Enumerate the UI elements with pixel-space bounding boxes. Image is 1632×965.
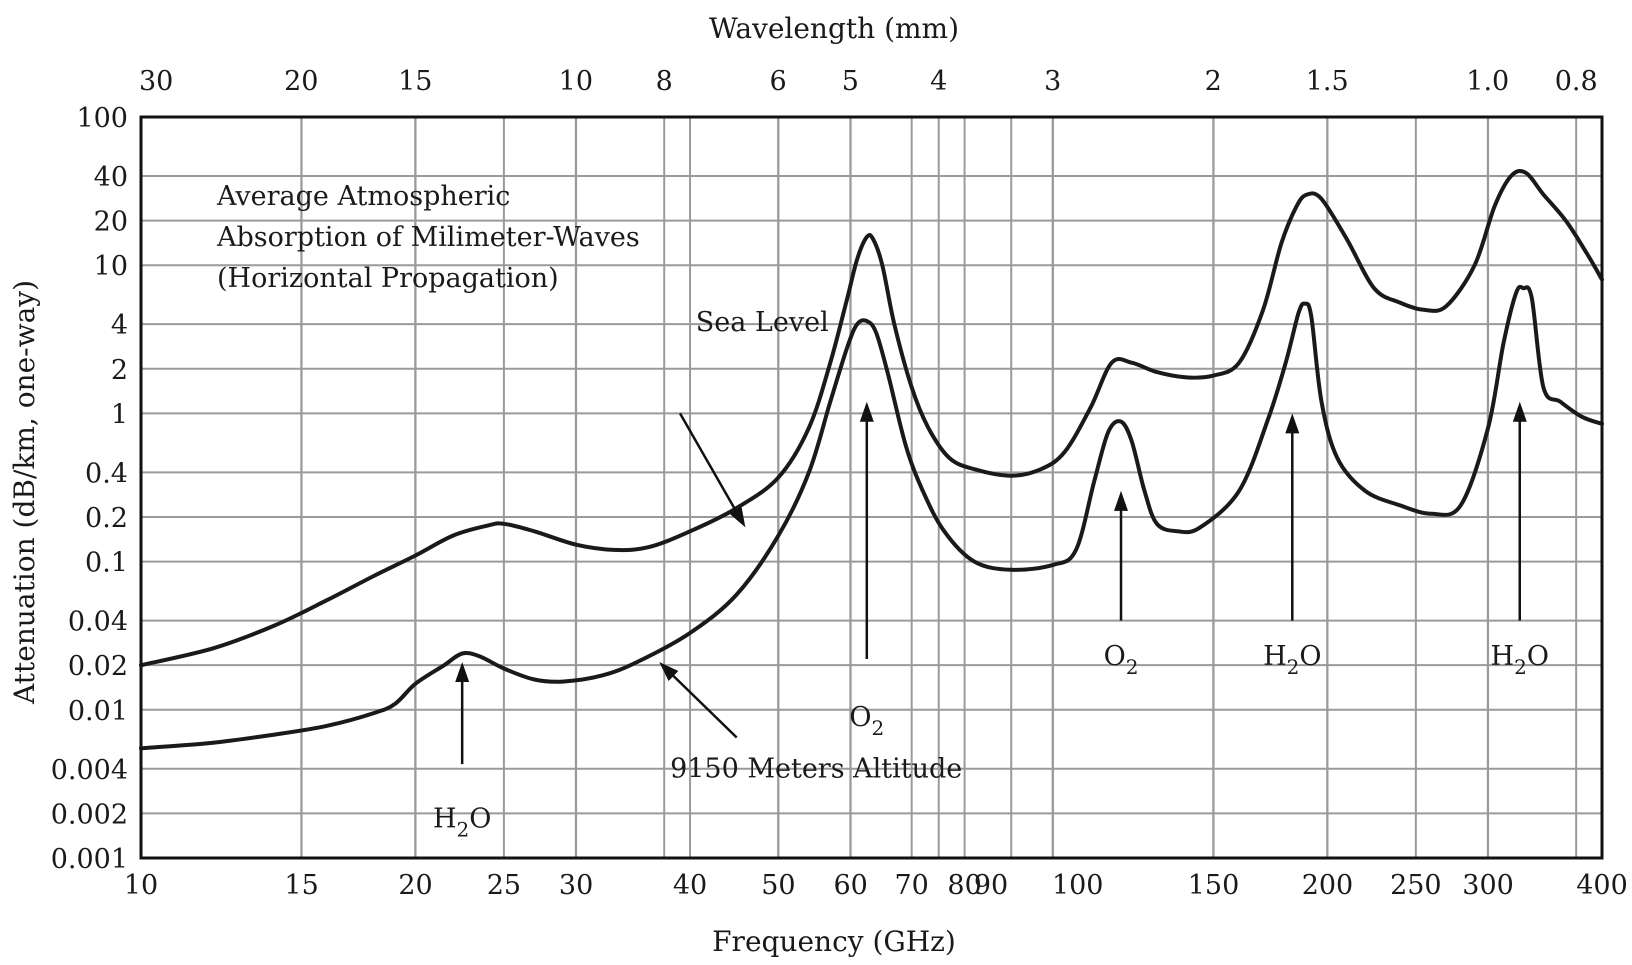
top-tick-label: 5: [842, 66, 859, 97]
y-tick-label: 0.001: [51, 844, 128, 875]
annotation-5-arrow-head: [1285, 413, 1300, 434]
y-tick-label: 0.004: [51, 755, 128, 786]
gas-symbol: H: [1491, 641, 1515, 672]
gas-subscript: 2: [872, 716, 885, 740]
annotation-3-arrow-head: [859, 401, 874, 422]
x-tick-label: 25: [487, 870, 521, 901]
x-tick-label: 150: [1188, 870, 1240, 901]
gas-symbol: H: [1263, 641, 1287, 672]
gas-symbol: H: [433, 804, 457, 835]
chart-title-line-1: Average Atmospheric: [216, 181, 510, 212]
gas-symbol-rest: O: [1527, 641, 1549, 672]
y-tick-label: 40: [94, 162, 128, 193]
y-tick-label: 2: [111, 355, 128, 386]
series-line-sea-level: [139, 168, 1604, 668]
annotation-5-gas-label: H2O: [1263, 641, 1321, 679]
annotation-4-arrow-head: [1114, 490, 1128, 511]
top-tick-label: 3: [1044, 66, 1061, 97]
top-tick-label: 4: [930, 66, 947, 97]
top-tick-label: 10: [559, 66, 593, 97]
y-tick-label: 0.002: [51, 799, 128, 830]
gas-subscript: 2: [1287, 655, 1300, 679]
top-tick-label: 8: [656, 66, 673, 97]
x-tick-label: 40: [673, 870, 707, 901]
top-tick-label: 1.5: [1306, 66, 1349, 97]
plot-frame: [139, 115, 1604, 860]
gas-symbol: O: [849, 702, 871, 733]
annotation-1-label: 9150 Meters Altitude: [670, 753, 962, 784]
y-tick-label: 20: [94, 207, 128, 238]
y-tick-label: 0.04: [68, 607, 128, 638]
gas-subscript: 2: [1514, 655, 1527, 679]
x-tick-label: 10: [124, 870, 158, 901]
chart-title: Average Atmospheric Absorption of Milime…: [216, 181, 640, 294]
top-tick-label: 1.0: [1466, 66, 1509, 97]
x-tick-label: 250: [1390, 870, 1442, 901]
x-tick-label: 90: [974, 870, 1008, 901]
x-tick-label: 15: [284, 870, 318, 901]
x-tick-label: 300: [1462, 870, 1514, 901]
y-tick-label: 0.2: [85, 503, 128, 534]
annotation-4-gas-label: O2: [1104, 641, 1139, 679]
top-axis-title: Wavelength (mm): [709, 12, 959, 45]
series-lines: [139, 168, 1604, 751]
y-tick-label: 0.01: [68, 696, 128, 727]
annotation-0-arrow-head: [729, 506, 746, 528]
annotation-2-arrow-head: [455, 662, 470, 682]
gas-subscript: 2: [457, 818, 470, 842]
annotation-0-label: Sea Level: [696, 307, 829, 338]
top-tick-label: 2: [1205, 66, 1222, 97]
gas-symbol-rest: O: [469, 804, 491, 835]
annotation-6-arrow-head: [1512, 401, 1527, 422]
x-tick-label: 60: [833, 870, 867, 901]
x-tick-label: 80: [947, 870, 981, 901]
top-tick-label: 30: [139, 66, 173, 97]
y-tick-label: 100: [76, 103, 128, 134]
top-tick-label: 0.8: [1555, 66, 1598, 97]
annotation-2-gas-label: H2O: [433, 804, 491, 842]
x-tick-label: 20: [398, 870, 432, 901]
x-axis-title: Frequency (GHz): [712, 925, 956, 958]
x-tick-label: 100: [1052, 870, 1104, 901]
series-line-9150m-altitude: [139, 284, 1604, 751]
x-tick-label: 70: [895, 870, 929, 901]
annotation-6-gas-label: H2O: [1491, 641, 1549, 679]
annotation-1-arrow-head: [659, 662, 679, 681]
chart-title-line-2: Absorption of Milimeter-Waves: [216, 222, 640, 253]
y-tick-label: 4: [111, 310, 128, 341]
top-tick-label: 6: [770, 66, 787, 97]
annotation-0-arrow-shaft: [678, 412, 738, 513]
gas-symbol-rest: O: [1299, 641, 1321, 672]
y-tick-label: 0.4: [85, 458, 128, 489]
y-tick-label: 1: [111, 399, 128, 430]
annotation-1-arrow-shaft: [671, 673, 738, 739]
chart-title-line-3: (Horizontal Propagation): [217, 263, 559, 294]
x-tick-label: 30: [559, 870, 593, 901]
x-tick-label: 200: [1302, 870, 1354, 901]
top-tick-label: 15: [398, 66, 432, 97]
y-tick-label: 0.1: [85, 548, 128, 579]
gas-symbol: O: [1104, 641, 1126, 672]
top-tick-label: 20: [284, 66, 318, 97]
gas-subscript: 2: [1126, 655, 1139, 679]
annotation-3-gas-label: O2: [849, 702, 884, 740]
y-tick-label: 10: [94, 251, 128, 282]
x-tick-label: 50: [761, 870, 795, 901]
x-tick-label: 400: [1576, 870, 1628, 901]
y-tick-label: 0.02: [68, 651, 128, 682]
y-axis-title: Attenuation (dB/km, one-way): [8, 280, 41, 705]
